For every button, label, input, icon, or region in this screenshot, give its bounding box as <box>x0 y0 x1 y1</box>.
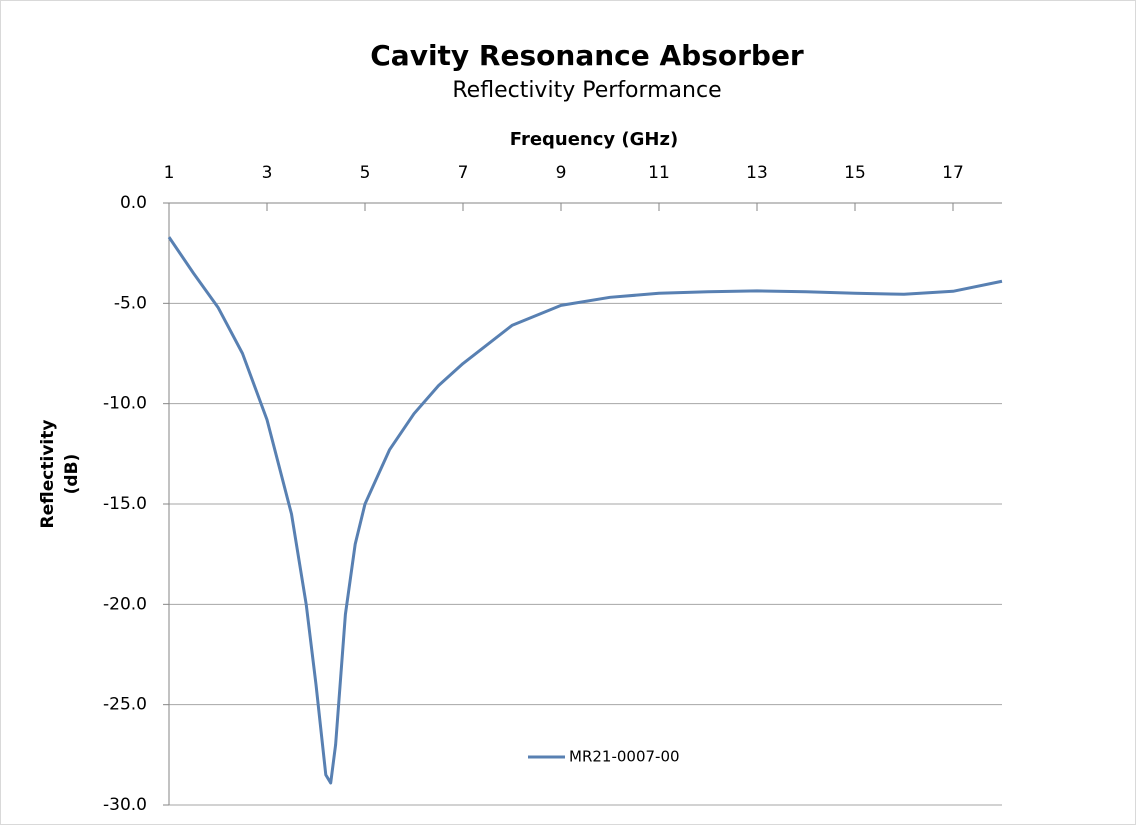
x-tick-label: 11 <box>648 163 670 183</box>
x-tick-label: 9 <box>556 163 567 183</box>
y-tick-label: 0.0 <box>120 193 147 213</box>
legend-label: MR21-0007-00 <box>569 748 680 766</box>
chart-subtitle: Reflectivity Performance <box>452 78 721 103</box>
x-tick-label: 1 <box>164 163 175 183</box>
y-tick-label: -25.0 <box>103 695 147 715</box>
x-tick-label: 17 <box>942 163 964 183</box>
x-tick-label: 5 <box>360 163 371 183</box>
x-tick-label: 15 <box>844 163 866 183</box>
y-tick-label: -30.0 <box>103 795 147 815</box>
y-tick-label: -5.0 <box>114 293 147 313</box>
x-tick-label: 3 <box>262 163 273 183</box>
data-line <box>167 236 1003 785</box>
x-tick-label: 13 <box>746 163 768 183</box>
y-tick-label: -15.0 <box>103 494 147 514</box>
x-tick-label: 7 <box>458 163 469 183</box>
y-tick-label: -20.0 <box>103 594 147 614</box>
y-tick-label: -10.0 <box>103 394 147 414</box>
chart-title: Cavity Resonance Absorber <box>370 39 804 72</box>
x-axis-label: Frequency (GHz) <box>510 129 678 150</box>
y-axis-label: Reflectivity (dB) <box>38 419 82 529</box>
